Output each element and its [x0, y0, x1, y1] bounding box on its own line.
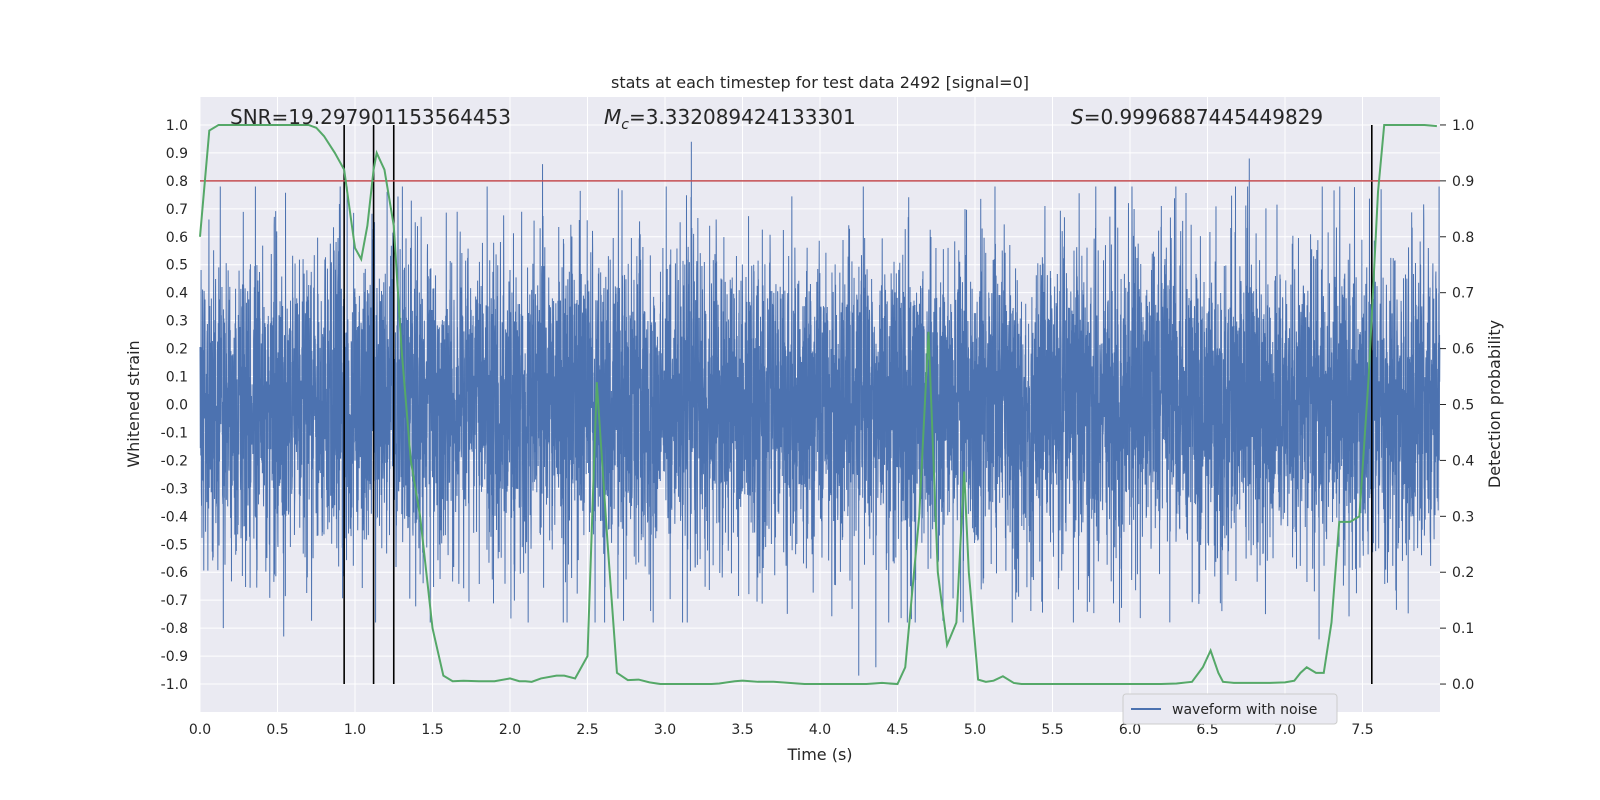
y2-tick-label: 0.9 — [1452, 174, 1474, 190]
s-value: =0.9996887445449829 — [1084, 105, 1323, 129]
chart-title: stats at each timestep for test data 249… — [611, 73, 1029, 92]
x-tick-label: 5.0 — [964, 722, 986, 738]
legend-box — [1122, 693, 1338, 725]
y-tick-label: 0.0 — [166, 398, 188, 414]
probability-line — [199, 123, 1437, 686]
y-tick-label: -0.6 — [161, 565, 188, 581]
x-tick-label: 3.5 — [731, 722, 753, 738]
y2-tick-label: 0.2 — [1452, 565, 1474, 581]
y2-tick-label: 0.8 — [1452, 230, 1474, 246]
x-axis-label: Time (s) — [786, 745, 852, 764]
s-symbol: S — [1071, 105, 1084, 129]
snr-annotation: SNR=19.297901153564453 — [230, 105, 511, 129]
x-tick-label: 5.5 — [1041, 722, 1063, 738]
waveform-series — [199, 141, 1441, 676]
y2-tick-label: 0.3 — [1452, 509, 1474, 525]
y2-tick-label: 0.7 — [1452, 286, 1474, 302]
x-tick-label: 4.0 — [809, 722, 831, 738]
legend: waveform with noise — [1122, 693, 1338, 725]
x-tick-label: 3.0 — [654, 722, 676, 738]
waveform-line — [199, 141, 1441, 676]
x-tick-label: 1.0 — [344, 722, 366, 738]
y2-tick-label: 0.5 — [1452, 398, 1474, 414]
y-axis-label: Whitened strain — [124, 340, 143, 467]
y-tick-label: 0.4 — [166, 286, 188, 302]
mc-symbol: M — [604, 105, 621, 129]
y2-axis-ticks: 1.0 0.9 0.8 0.7 0.6 0.5 0.4 0.3 0.2 0.1 0.0 — [1440, 118, 1474, 693]
y-tick-label: -0.8 — [161, 621, 188, 637]
y2-tick-label: 0.4 — [1452, 453, 1474, 469]
y-tick-label: 0.6 — [166, 230, 188, 246]
y-tick-label: 1.0 — [166, 118, 188, 134]
x-tick-label: 2.0 — [499, 722, 521, 738]
y-tick-label: 0.8 — [166, 174, 188, 190]
y-tick-label: 0.3 — [166, 314, 188, 330]
x-tick-label: 7.5 — [1351, 722, 1373, 738]
y-tick-label: -0.1 — [161, 425, 188, 441]
y-tick-label: -0.2 — [161, 453, 188, 469]
y2-tick-label: 0.1 — [1452, 621, 1474, 637]
y2-tick-label: 0.6 — [1452, 342, 1474, 358]
y-axis-ticks: 1.0 0.9 0.8 0.7 0.6 0.5 0.4 0.3 0.2 0.1 0.0 -0.1 -0.… — [161, 118, 188, 693]
y-tick-label: 0.7 — [166, 202, 188, 218]
mc-value: =3.332089424133301 — [629, 105, 856, 129]
mc-subscript: c — [621, 117, 629, 133]
y-tick-label: 0.2 — [166, 342, 188, 358]
y2-tick-label: 0.0 — [1452, 677, 1474, 693]
x-tick-label: 2.5 — [576, 722, 598, 738]
x-tick-label: 0.0 — [189, 722, 211, 738]
x-tick-label: 1.5 — [421, 722, 443, 738]
chirp-mass-annotation: Mc=3.332089424133301 — [604, 105, 856, 133]
y2-axis-label: Detection probability — [1485, 320, 1504, 488]
score-annotation: S=0.9996887445449829 — [1071, 105, 1323, 129]
x-tick-label: 7.0 — [1274, 722, 1296, 738]
y-tick-label: 0.5 — [166, 258, 188, 274]
y-tick-label: 0.9 — [166, 146, 188, 162]
x-tick-label: 6.0 — [1119, 722, 1141, 738]
legend-label: waveform with noise — [1172, 702, 1317, 718]
y-tick-label: -0.5 — [161, 537, 188, 553]
y-tick-label: -0.7 — [161, 593, 188, 609]
y-tick-label: 0.1 — [166, 370, 188, 386]
x-tick-label: 0.5 — [266, 722, 288, 738]
y-tick-label: -0.4 — [161, 509, 188, 525]
y2-tick-label: 1.0 — [1452, 118, 1474, 134]
y-tick-label: -0.9 — [161, 649, 188, 665]
x-tick-label: 4.5 — [886, 722, 908, 738]
x-tick-label: 6.5 — [1196, 722, 1218, 738]
y-tick-label: -0.3 — [161, 481, 188, 497]
marker-lines — [343, 124, 1373, 685]
y-tick-label: -1.0 — [161, 677, 188, 693]
probability-series — [199, 123, 1437, 686]
x-axis-ticks: 0.0 0.5 1.0 1.5 2.0 2.5 3.0 3.5 4.0 4.5 5.0 5.5 6.0 6… — [189, 722, 1374, 738]
